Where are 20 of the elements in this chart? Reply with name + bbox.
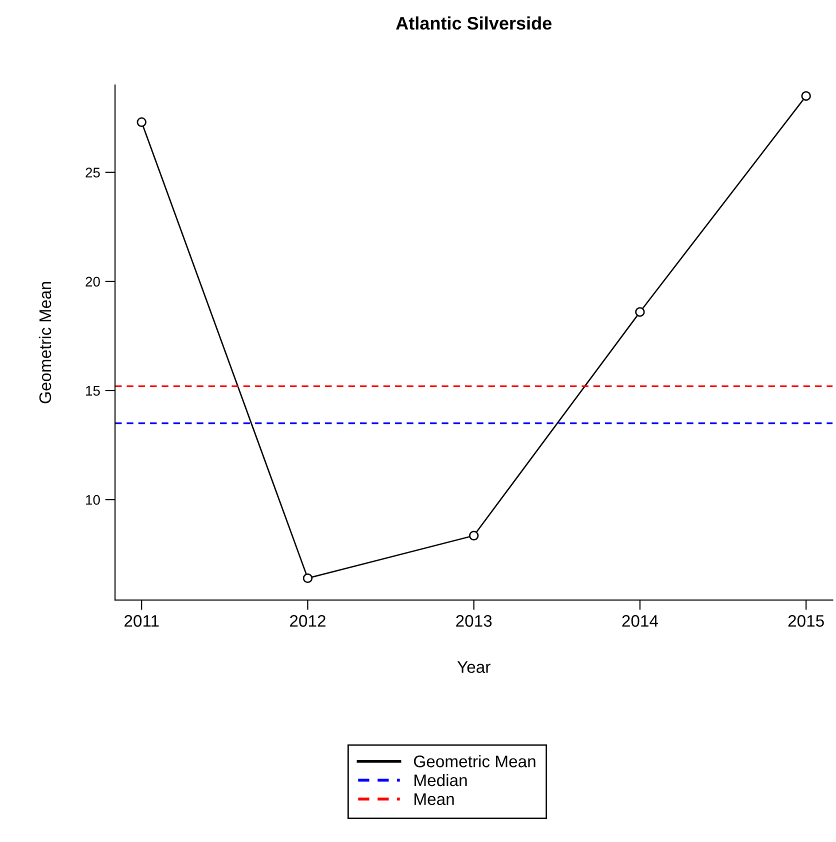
y-tick-label: 10: [86, 494, 100, 505]
point: [801, 91, 811, 101]
legend-label: Mean: [414, 793, 454, 806]
legend-label: Geometric Mean: [414, 755, 536, 768]
legend-label: Median: [414, 774, 467, 786]
y-tick-label: 20: [86, 276, 100, 287]
y-tick-label: 25: [86, 168, 100, 178]
x-axis-title: Year: [457, 661, 490, 673]
x-tick-label: 2015: [788, 615, 824, 627]
x-tick-label: 2013: [456, 615, 492, 627]
point: [136, 117, 146, 127]
x-tick-label: 2014: [622, 615, 658, 627]
point: [302, 573, 313, 584]
y-axis-title: Geometric Mean: [38, 282, 52, 404]
chart-title: Atlantic Silverside: [396, 16, 552, 30]
y-tick-label: 15: [86, 386, 100, 396]
point: [635, 307, 645, 317]
x-tick-label: 2011: [124, 615, 159, 627]
point: [468, 530, 479, 540]
x-tick-label: 2012: [290, 615, 326, 627]
